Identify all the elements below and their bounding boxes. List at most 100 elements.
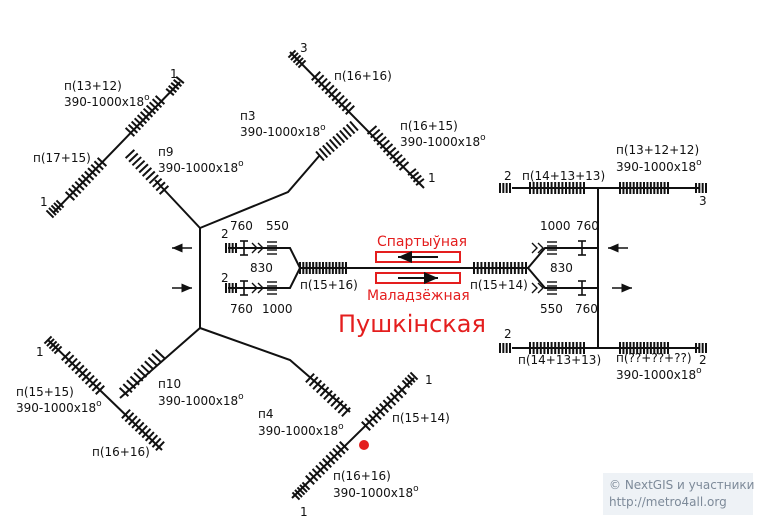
east-bot-w1: 550 bbox=[540, 302, 563, 316]
platform-track-top bbox=[375, 251, 461, 263]
stairs-icon bbox=[305, 372, 351, 418]
platform-bottom-name: Маладзёжная bbox=[367, 288, 470, 304]
direction-arrows bbox=[172, 243, 632, 293]
platform bbox=[348, 251, 470, 284]
stairs-icon bbox=[619, 342, 669, 354]
escalator-icon bbox=[251, 241, 277, 255]
exit-n-name: п3 bbox=[240, 109, 255, 123]
stairs-icon bbox=[124, 95, 166, 137]
exit-n-labels: 3 п(16+16) п3 390-1000x18o п(16+15) 390-… bbox=[240, 41, 486, 185]
exit-sw-a1-param: 390-1000x18o bbox=[16, 399, 102, 415]
stairs-icon bbox=[291, 481, 311, 501]
stairs-icon bbox=[61, 351, 105, 395]
turnstiles-layer bbox=[240, 240, 586, 296]
stairs-icon bbox=[45, 199, 65, 219]
exit-n-a2-param: 390-1000x18o bbox=[400, 133, 486, 149]
station-name: Пушкінская bbox=[338, 310, 486, 338]
stairs-icon bbox=[121, 408, 165, 452]
exit-se-name: п(14+13+13) bbox=[518, 353, 601, 367]
stairs-icon bbox=[473, 262, 527, 274]
east-vestibule-labels: 1000 760 830 550 760 п(15+14) bbox=[470, 219, 599, 316]
exit-nw-a1-name: п(13+12) bbox=[64, 79, 122, 93]
turnstile-icon bbox=[578, 240, 586, 256]
stairs-icon bbox=[64, 157, 108, 201]
exit-se-end-2: 2 bbox=[699, 353, 707, 367]
credit-line-2[interactable]: http://metro4all.org bbox=[609, 495, 727, 509]
turnstile-icon bbox=[240, 240, 248, 256]
escalator-icon bbox=[531, 281, 557, 295]
escalator-icon bbox=[251, 281, 277, 295]
stairs-icon bbox=[499, 183, 511, 193]
exit-nw-a2-name: п(17+15) bbox=[33, 151, 91, 165]
turnstile-icon bbox=[240, 280, 248, 296]
stairs-icon bbox=[361, 385, 407, 431]
exit-se-end-1: 2 bbox=[504, 327, 512, 341]
credit-box: © NextGIS и участники http://metro4all.o… bbox=[603, 473, 755, 515]
exit-sw-a1-name: п(15+15) bbox=[16, 385, 74, 399]
west-bot-num: 2 bbox=[221, 271, 229, 285]
west-mid: 830 bbox=[250, 261, 273, 275]
exit-se-labels: 2 п(14+13+13) п(??+??+??) 390-1000x18o 2 bbox=[504, 327, 707, 382]
exit-s-labels: п4 390-1000x18o 1 п(15+14) п(16+16) 390-… bbox=[258, 373, 450, 519]
escalator-icon bbox=[531, 241, 557, 255]
stairs-icon bbox=[407, 168, 425, 186]
exit-n-param: 390-1000x18o bbox=[240, 123, 326, 139]
exit-s-end-1: 1 bbox=[425, 373, 433, 387]
exit-nw-name: п9 bbox=[158, 145, 173, 159]
stairs-icon bbox=[124, 149, 170, 195]
stairs-icon bbox=[43, 335, 63, 355]
exit-n-a2-name: п(16+15) bbox=[400, 119, 458, 133]
west-connections bbox=[119, 154, 351, 413]
stairs-icon bbox=[695, 343, 707, 353]
exit-se-a1-name: п(??+??+??) bbox=[616, 351, 692, 365]
exit-n-end-2: 1 bbox=[428, 171, 436, 185]
stairs-icon bbox=[287, 49, 307, 69]
east-mid: 830 bbox=[550, 261, 573, 275]
stairs-icon bbox=[299, 262, 347, 274]
west-bot-w1: 760 bbox=[230, 302, 253, 316]
stairs-icon bbox=[529, 342, 585, 354]
exit-sw-labels: 1 п10 390-1000x18o п(15+15) 390-1000x18o… bbox=[16, 345, 244, 459]
east-bot-w2: 760 bbox=[575, 302, 598, 316]
exit-sw-end-1: 1 bbox=[36, 345, 44, 359]
exit-s-a1-name: п(15+14) bbox=[392, 411, 450, 425]
exit-s-end-2: 1 bbox=[300, 505, 308, 519]
stairs-icon bbox=[225, 243, 237, 253]
stairs-icon bbox=[305, 441, 349, 485]
exit-sw-param: 390-1000x18o bbox=[158, 392, 244, 408]
exit-ne-end-2: 3 bbox=[699, 194, 707, 208]
stairs-icon bbox=[165, 76, 185, 96]
exit-s-name: п4 bbox=[258, 407, 273, 421]
exit-s-a2-name: п(16+16) bbox=[333, 469, 391, 483]
exit-ne-name: п(14+13+13) bbox=[522, 169, 605, 183]
entrance-dot-icon bbox=[359, 440, 369, 450]
stairs-icon bbox=[366, 125, 410, 171]
exit-ne-a1-name: п(13+12+12) bbox=[616, 143, 699, 157]
exit-ne-end-1: 2 bbox=[504, 169, 512, 183]
west-vestibule-labels: 2 760 550 830 2 760 1000 п(15+16) bbox=[221, 219, 358, 316]
exit-s-param: 390-1000x18o bbox=[258, 422, 344, 438]
exit-nw-end-1: 1 bbox=[170, 67, 178, 81]
credit-line-1: © NextGIS и участники bbox=[609, 478, 755, 492]
stairs-icon bbox=[695, 183, 707, 193]
west-top-w1: 760 bbox=[230, 219, 253, 233]
stairs-icon bbox=[499, 343, 511, 353]
exit-nw-param: 390-1000x18o bbox=[158, 159, 244, 175]
exit-s-a2-param: 390-1000x18o bbox=[333, 484, 419, 500]
east-stair-label: п(15+14) bbox=[470, 278, 528, 292]
stairs-icon bbox=[529, 182, 585, 194]
exit-n-end-1: 3 bbox=[300, 41, 308, 55]
west-bot-w2: 1000 bbox=[262, 302, 293, 316]
east-top-w1: 1000 bbox=[540, 219, 571, 233]
stairs-layer bbox=[43, 49, 707, 501]
turnstile-icon bbox=[578, 280, 586, 296]
east-top-w2: 760 bbox=[576, 219, 599, 233]
west-top-num: 2 bbox=[221, 227, 229, 241]
exit-ne-a1-param: 390-1000x18o bbox=[616, 158, 702, 174]
exit-nw-a1-param: 390-1000x18o bbox=[64, 93, 150, 109]
platform-top-name: Спартыўная bbox=[377, 234, 467, 250]
exit-nw-end-2: 1 bbox=[40, 195, 48, 209]
stairs-icon bbox=[311, 71, 355, 115]
